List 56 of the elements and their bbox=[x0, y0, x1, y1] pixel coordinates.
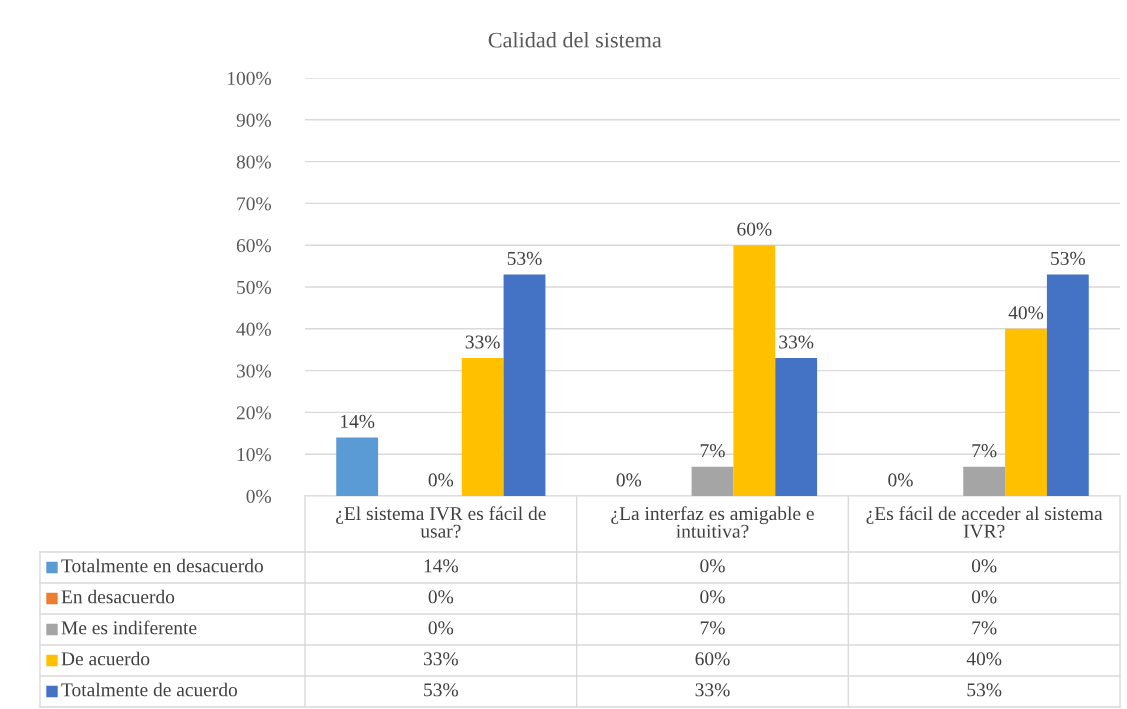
y-tick-label: 50% bbox=[237, 280, 271, 294]
text: 0% bbox=[428, 473, 454, 487]
y-tick-label: 90% bbox=[236, 113, 271, 127]
legend-label: En desacuerdo bbox=[61, 589, 175, 604]
y-tick-label: 100% bbox=[228, 71, 271, 85]
text: 33% bbox=[465, 335, 500, 349]
data-label: 40% bbox=[966, 652, 1002, 666]
text: 7% bbox=[972, 444, 997, 458]
bar bbox=[963, 466, 1006, 496]
text: 53% bbox=[507, 251, 542, 266]
legend-label: Totalmente de acuerdo bbox=[61, 682, 238, 697]
bar bbox=[1005, 328, 1047, 496]
text: 0% bbox=[888, 473, 913, 487]
legend-label: Totalmente en desacuerdo bbox=[61, 558, 263, 573]
text: 33% bbox=[779, 335, 814, 349]
text: 0% bbox=[616, 473, 642, 487]
data-label: 0% bbox=[428, 590, 454, 604]
y-tick-label: 40% bbox=[236, 322, 271, 336]
data-label: 0% bbox=[428, 621, 454, 635]
text: 60% bbox=[737, 222, 772, 236]
x-tick-label: ¿La interfaz es amigable e intuitiva? bbox=[611, 506, 814, 538]
bar bbox=[1046, 274, 1089, 496]
bar bbox=[733, 245, 776, 496]
data-label: 7% bbox=[700, 621, 725, 635]
data-label: 33% bbox=[423, 652, 458, 666]
text: 40% bbox=[1008, 306, 1044, 320]
y-tick-label: 60% bbox=[236, 239, 271, 253]
data-label: 0% bbox=[971, 559, 997, 573]
data-label: 0% bbox=[700, 590, 725, 604]
y-tick-label: 70% bbox=[237, 197, 271, 211]
data-label: 53% bbox=[967, 683, 1002, 697]
bar bbox=[775, 358, 818, 496]
y-tick-label: 20% bbox=[236, 406, 271, 420]
x-tick-label: ¿Es fácil de acceder al sistema IVR? bbox=[866, 506, 1103, 538]
y-tick-label: 10% bbox=[237, 448, 271, 462]
bar bbox=[691, 466, 734, 496]
bar bbox=[336, 437, 379, 496]
data-label: 7% bbox=[972, 621, 997, 635]
bar bbox=[503, 274, 546, 496]
data-label: 0% bbox=[700, 559, 725, 573]
y-tick-label: 0% bbox=[246, 489, 271, 503]
y-tick-label: 30% bbox=[236, 364, 271, 378]
legend-label: Me es indiferente bbox=[61, 620, 197, 635]
chart-title: Calidad del sistema bbox=[488, 31, 662, 48]
data-label: 60% bbox=[695, 652, 730, 666]
text: 7% bbox=[700, 444, 725, 458]
data-label: 53% bbox=[424, 683, 458, 697]
y-tick-label: 80% bbox=[236, 155, 271, 169]
text: 14% bbox=[341, 414, 375, 429]
x-tick-label: ¿El sistema IVR es fácil de usar? bbox=[336, 506, 546, 538]
data-label: 0% bbox=[971, 590, 997, 604]
data-label: 33% bbox=[695, 683, 730, 697]
data-label: 14% bbox=[424, 559, 458, 573]
text: 53% bbox=[1051, 251, 1085, 266]
bar bbox=[461, 358, 504, 496]
legend-label: De acuerdo bbox=[61, 651, 150, 666]
